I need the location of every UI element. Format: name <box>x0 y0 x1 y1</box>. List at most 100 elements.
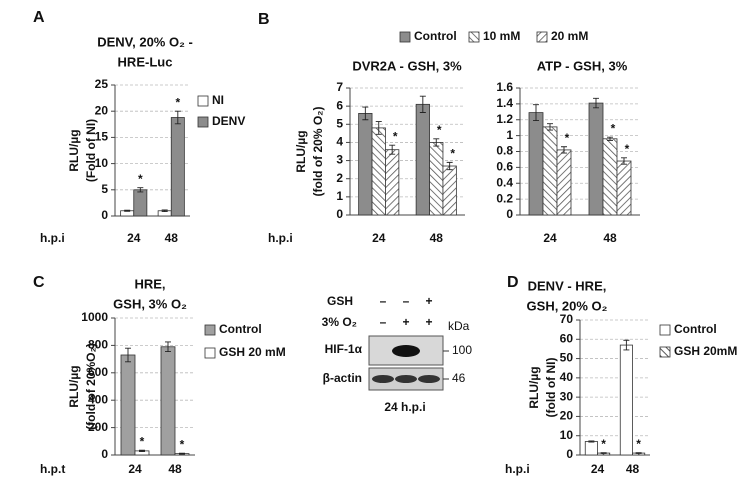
significance-mark: * <box>611 121 616 135</box>
legend-label: 20 mM <box>551 29 588 43</box>
y-axis-label: (fold of NI) <box>544 358 558 418</box>
x-tick-label: 48 <box>626 462 640 476</box>
x-tick-label: 48 <box>430 231 444 245</box>
legend-label: Control <box>219 322 262 336</box>
error-bar <box>635 452 642 454</box>
bar <box>542 126 558 216</box>
y-tick-label: 800 <box>88 338 108 352</box>
y-tick-label: 3 <box>336 153 343 167</box>
error-bar <box>588 440 595 443</box>
blot-sign: + <box>425 294 432 308</box>
y-tick-label: 200 <box>88 420 108 434</box>
error-bar <box>446 161 453 171</box>
bar <box>602 138 618 216</box>
error-bar <box>179 452 185 455</box>
error-bar <box>165 341 171 353</box>
x-tick-label: 24 <box>128 462 142 476</box>
bar <box>385 149 400 216</box>
y-tick-label: 4 <box>336 135 343 149</box>
blot-sign: – <box>380 315 387 329</box>
error-bar <box>547 123 553 131</box>
y-tick-label: 0 <box>566 447 573 461</box>
significance-mark: * <box>565 131 570 145</box>
y-tick-label: 30 <box>560 389 574 403</box>
chart-title: DENV, 20% O₂ - <box>97 34 193 49</box>
y-tick-label: 0 <box>101 208 108 222</box>
error-bar <box>389 144 396 155</box>
chart: ATP - GSH, 3% 0 0.2 0.40.6 0.8 1 1.2 1.4 1.6 24 * 4… <box>496 58 640 245</box>
legend-swatch <box>659 324 671 336</box>
x-tick-label: 48 <box>168 462 182 476</box>
legend-swatch <box>197 116 209 128</box>
blot-band <box>392 345 420 357</box>
bar <box>442 165 457 216</box>
chart: DENV, 20% O₂ - HRE-Luc 0 5 10 15 20 25 RLU/µg (Fo… <box>40 34 245 245</box>
chart-title: GSH, 20% O₂ <box>527 298 608 313</box>
chart: DVR2A - GSH, 3% 0 1 2 3 4 5 6 7 RLU/µg (fold of 20… <box>268 29 588 245</box>
bar <box>371 127 386 216</box>
y-axis-label: (Fold of NI) <box>84 119 98 182</box>
y-tick-label: 50 <box>560 351 574 365</box>
legend-swatch <box>536 31 548 43</box>
significance-mark: * <box>180 437 185 451</box>
y-tick-label: 0 <box>336 207 343 221</box>
blot-sign: – <box>380 294 387 308</box>
western-blot: GSH – – + 3% O₂ – + + kDa HIF-1α β-actin… <box>322 294 473 414</box>
error-bar <box>419 95 426 113</box>
y-tick-label: 0.8 <box>496 144 513 158</box>
blot-band-label: β-actin <box>323 371 362 385</box>
panel-label: D <box>507 274 519 291</box>
significance-mark: * <box>636 437 641 451</box>
error-bar <box>137 187 144 193</box>
y-tick-label: 15 <box>95 130 109 144</box>
legend-label: GSH 20mM <box>674 344 737 358</box>
x-axis-label: h.p.t <box>40 462 65 476</box>
panel-label: C <box>33 274 45 291</box>
significance-mark: * <box>138 172 143 186</box>
legend-label: NI <box>212 93 224 107</box>
legend-swatch <box>204 324 216 336</box>
error-bar <box>593 97 599 109</box>
error-bar <box>607 136 613 141</box>
y-tick-label: 600 <box>88 365 108 379</box>
x-tick-label: 24 <box>372 231 386 245</box>
y-axis-label: RLU/µg <box>527 366 541 408</box>
y-tick-label: 5 <box>336 116 343 130</box>
blot-band-label: HIF-1α <box>325 342 363 356</box>
error-bar <box>433 138 440 147</box>
bar <box>170 117 185 217</box>
chart: HRE, GSH, 3% O₂ 0 200 400 600 800 1000 RLU/µg (fo… <box>40 276 286 476</box>
legend-label: DENV <box>212 114 245 128</box>
blot-sign: – <box>403 294 410 308</box>
y-tick-label: 0 <box>101 447 108 461</box>
y-tick-label: 25 <box>95 77 109 91</box>
y-tick-label: 7 <box>336 80 343 94</box>
y-tick-label: 10 <box>95 156 109 170</box>
legend-label: Control <box>414 29 457 43</box>
y-axis-label: RLU/µg <box>294 130 308 172</box>
error-bar <box>621 157 627 165</box>
y-tick-label: 1.4 <box>496 96 513 110</box>
y-axis-label: (fold of 20% O₂) <box>311 107 325 197</box>
y-tick-label: 0.6 <box>496 160 513 174</box>
legend-swatch <box>659 346 671 358</box>
x-tick-label: 24 <box>127 231 141 245</box>
y-tick-label: 20 <box>95 103 109 117</box>
bar <box>584 441 598 456</box>
significance-mark: * <box>450 147 455 161</box>
significance-mark: * <box>625 142 630 156</box>
bar <box>556 149 572 216</box>
bar <box>120 354 136 456</box>
y-tick-label: 6 <box>336 98 343 112</box>
x-axis-label: h.p.i <box>268 231 293 245</box>
bar <box>619 344 633 456</box>
blot-band <box>372 375 394 383</box>
error-bar <box>125 347 131 363</box>
legend-label: 10 mM <box>483 29 520 43</box>
y-tick-label: 1.6 <box>496 80 513 94</box>
y-tick-label: 2 <box>336 171 343 185</box>
error-bar <box>375 121 382 135</box>
significance-mark: * <box>437 123 442 137</box>
y-tick-label: 70 <box>560 312 574 326</box>
blot-sign: + <box>425 315 432 329</box>
